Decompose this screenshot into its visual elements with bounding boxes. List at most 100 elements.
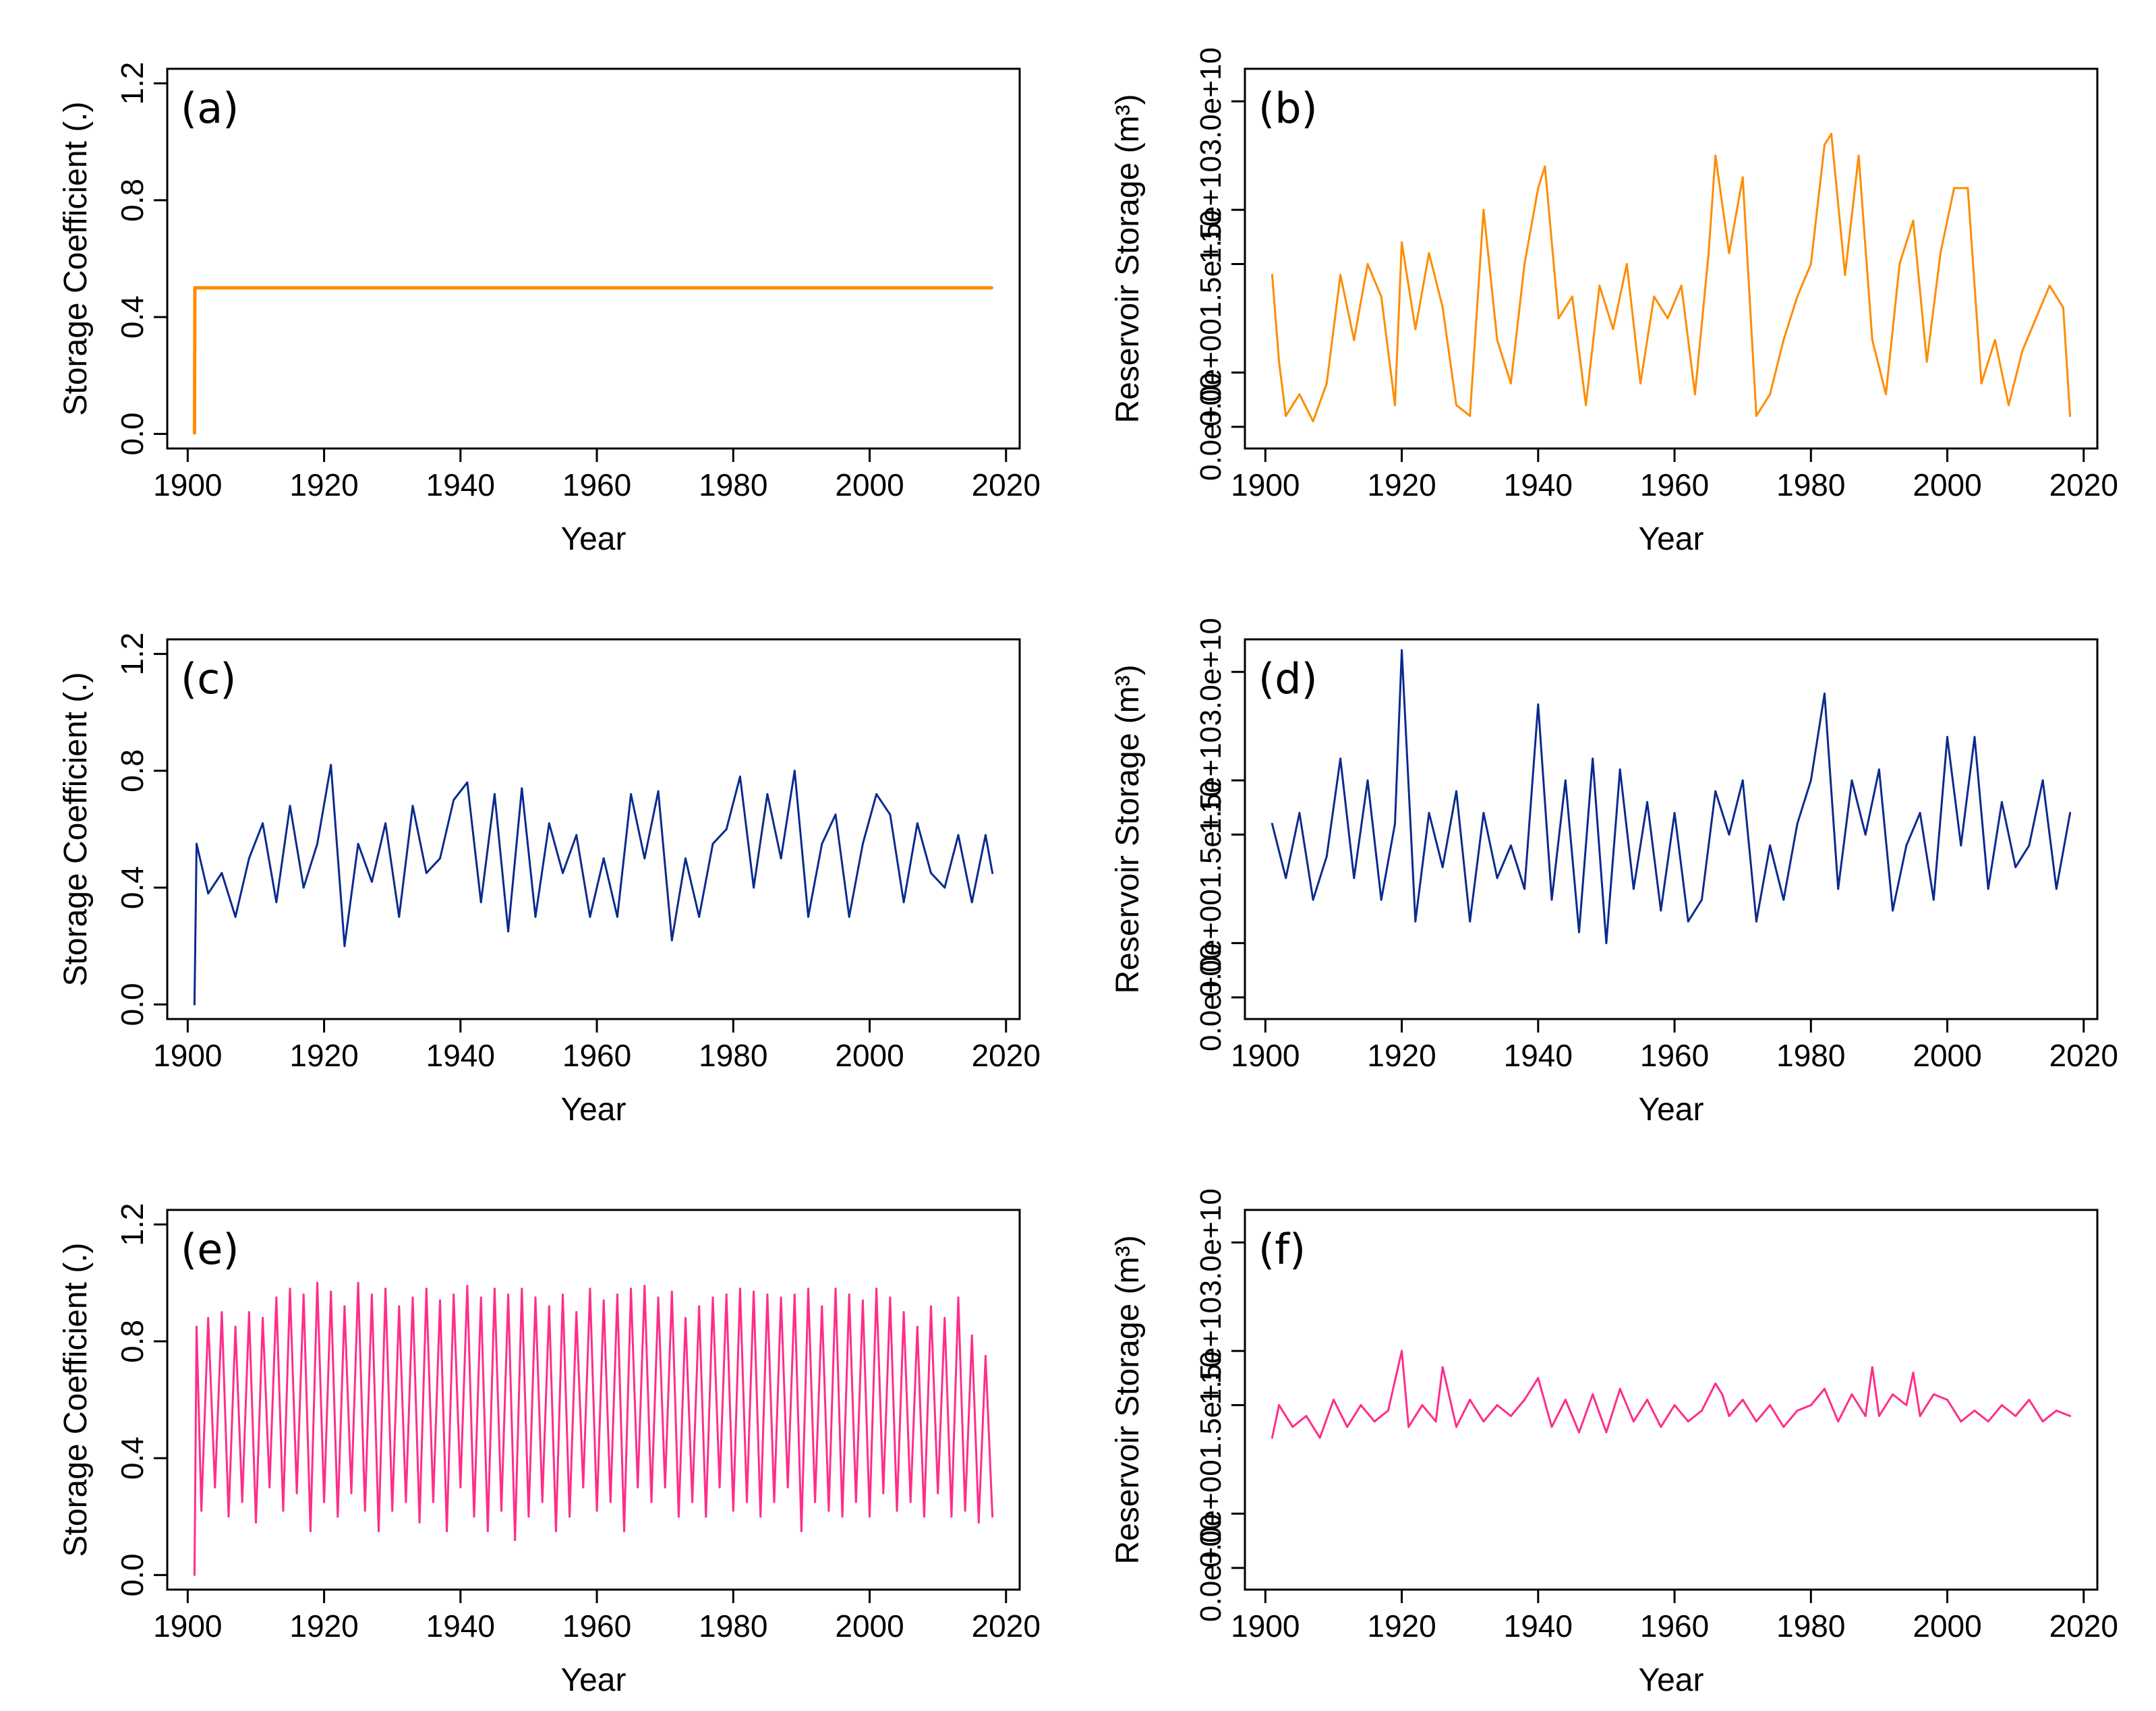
panel-c: 1900 1920 1940 1960 1980 2000 2020 0.0 0.4 0.8 1.2… xyxy=(0,571,1078,1140)
data-point xyxy=(930,872,932,874)
data-point xyxy=(1482,1420,1485,1423)
x-tick-label: 1960 xyxy=(562,467,631,502)
data-point xyxy=(262,1316,264,1319)
data-point xyxy=(521,1287,523,1290)
x-tick-label: 1960 xyxy=(1640,1608,1709,1644)
data-point xyxy=(970,901,973,904)
data-point xyxy=(1892,1393,1894,1395)
data-point xyxy=(1632,888,1635,890)
data-point xyxy=(664,1486,666,1488)
data-point xyxy=(1660,909,1662,912)
data-point xyxy=(814,1501,817,1503)
x-tick-label: 1980 xyxy=(699,1608,767,1644)
data-point xyxy=(1966,187,1969,190)
data-point xyxy=(2041,779,2044,782)
data-point xyxy=(350,1492,353,1495)
data-point xyxy=(753,1290,755,1293)
data-point xyxy=(1755,1420,1757,1423)
panel-e: 1900 1920 1940 1960 1980 2000 2020 0.0 0.4 0.8 1.2… xyxy=(0,1141,1078,1711)
data-point xyxy=(1537,187,1540,190)
data-point xyxy=(289,805,291,807)
data-point xyxy=(691,1501,694,1503)
data-point xyxy=(384,1287,387,1290)
data-point xyxy=(1892,909,1894,912)
data-point xyxy=(943,886,946,889)
data-point xyxy=(370,1294,373,1296)
data-point xyxy=(262,822,264,825)
data-point xyxy=(1871,1366,1873,1368)
x-tick-label: 1900 xyxy=(1231,1038,1300,1073)
data-point xyxy=(405,1501,407,1503)
data-point xyxy=(698,1305,701,1308)
data-point xyxy=(493,793,496,795)
data-point xyxy=(1455,790,1457,792)
data-point xyxy=(1769,393,1772,396)
y-axis-title: Storage Coefficient (.) xyxy=(58,672,94,986)
data-point xyxy=(889,1296,892,1299)
data-point xyxy=(602,1299,605,1302)
data-point xyxy=(196,842,198,845)
x-tick-label: 1960 xyxy=(1640,467,1709,502)
y-tick-label: 3.0e+10 xyxy=(1194,47,1227,155)
data-point xyxy=(1625,263,1628,265)
data-point xyxy=(1366,779,1369,782)
data-point xyxy=(1401,241,1403,243)
data-point xyxy=(1318,1437,1321,1439)
y-tick-label: 1.5e+10 xyxy=(1194,210,1227,318)
data-point xyxy=(289,1287,291,1290)
data-point xyxy=(677,1515,680,1518)
data-point xyxy=(453,1294,455,1296)
x-tick-label: 1900 xyxy=(153,1608,222,1644)
x-tick-label: 2020 xyxy=(2049,467,2118,502)
data-point xyxy=(1796,295,1799,298)
data-point xyxy=(1278,1404,1281,1406)
chart-svg-c: 1900 1920 1940 1960 1980 2000 2020 0.0 0.4 0.8 1.2… xyxy=(58,633,1041,1128)
data-point xyxy=(1592,757,1594,760)
data-point xyxy=(1728,252,1730,254)
data-point xyxy=(637,1486,639,1488)
y-axis-title: Storage Coefficient (.) xyxy=(58,101,94,415)
data-point xyxy=(1796,823,1799,825)
data-point xyxy=(1550,898,1553,901)
data-point xyxy=(1905,844,1908,847)
x-tick-label: 1900 xyxy=(1231,467,1300,502)
x-tick-label: 1940 xyxy=(426,467,495,502)
data-point xyxy=(1509,382,1512,384)
x-tick-label: 1980 xyxy=(1776,1608,1845,1644)
data-point xyxy=(1714,154,1717,157)
data-point xyxy=(1755,920,1757,923)
data-point xyxy=(1796,1410,1799,1412)
x-tick-label: 1960 xyxy=(562,1608,631,1644)
data-point xyxy=(616,1294,618,1296)
chart-svg-f: 1900 1920 1940 1960 1980 2000 2020 0.0e+000.0e+… xyxy=(1110,1188,2118,1698)
data-point xyxy=(1809,1404,1812,1406)
data-point xyxy=(1905,1404,1908,1406)
data-point xyxy=(1960,844,1962,847)
data-point xyxy=(834,1287,837,1290)
panel-label: (a) xyxy=(181,84,239,133)
data-point xyxy=(255,1521,257,1524)
data-point xyxy=(1980,382,1983,384)
data-point xyxy=(370,881,373,883)
data-point xyxy=(2069,811,2072,814)
data-point xyxy=(1864,834,1867,836)
data-point xyxy=(1428,811,1430,814)
x-axis-title: Year xyxy=(561,521,627,557)
data-point xyxy=(1912,1371,1915,1374)
data-point xyxy=(1728,834,1730,836)
panel-label: (c) xyxy=(181,654,236,703)
data-point xyxy=(746,1501,748,1503)
series-line xyxy=(1271,1350,2071,1439)
data-point xyxy=(738,776,741,778)
data-point xyxy=(275,901,278,904)
data-point xyxy=(1571,295,1573,298)
data-point xyxy=(732,1509,734,1512)
data-point xyxy=(1305,1415,1308,1418)
data-point xyxy=(1769,1404,1772,1406)
data-point xyxy=(479,1296,482,1299)
data-point xyxy=(643,1285,646,1287)
data-point xyxy=(1509,844,1512,847)
data-point xyxy=(1877,1415,1880,1418)
data-point xyxy=(363,1509,366,1512)
y-tick-label: 1.2 xyxy=(115,633,150,676)
